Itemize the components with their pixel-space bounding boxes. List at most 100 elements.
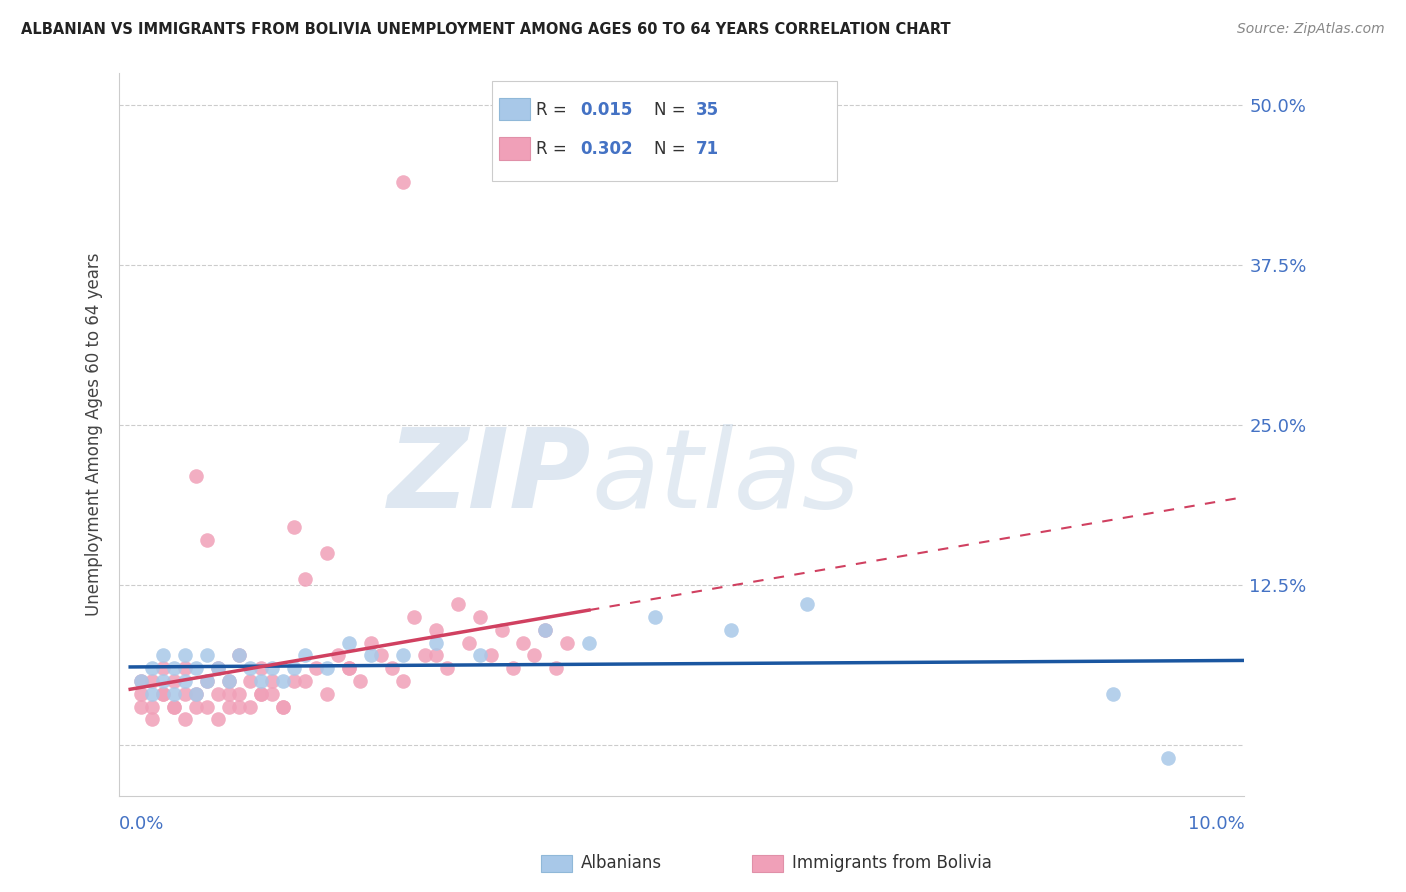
Text: Source: ZipAtlas.com: Source: ZipAtlas.com <box>1237 22 1385 37</box>
Text: 71: 71 <box>696 140 718 158</box>
Point <box>152 673 174 688</box>
Point <box>413 648 436 663</box>
Point <box>152 661 174 675</box>
Point <box>218 687 240 701</box>
Text: 0.0%: 0.0% <box>120 815 165 833</box>
Point <box>360 635 382 649</box>
Point <box>152 687 174 701</box>
Text: ZIP: ZIP <box>388 425 592 532</box>
Point <box>315 661 337 675</box>
Point <box>250 673 273 688</box>
Y-axis label: Unemployment Among Ages 60 to 64 years: Unemployment Among Ages 60 to 64 years <box>86 252 103 616</box>
Point <box>173 648 195 663</box>
Point <box>392 673 415 688</box>
Point <box>173 661 195 675</box>
Point <box>228 648 250 663</box>
Point <box>457 635 479 649</box>
Point <box>479 648 502 663</box>
Point <box>129 673 152 688</box>
Point <box>129 699 152 714</box>
Point <box>534 623 557 637</box>
Point <box>207 661 229 675</box>
Point <box>218 673 240 688</box>
Point <box>262 687 284 701</box>
Point <box>349 673 371 688</box>
Text: 0.015: 0.015 <box>581 101 633 119</box>
Point <box>271 673 294 688</box>
Point <box>305 661 328 675</box>
Point <box>184 699 207 714</box>
Point <box>141 712 163 726</box>
Text: N =: N = <box>654 101 690 119</box>
Point <box>294 648 316 663</box>
Point <box>195 648 218 663</box>
Point <box>283 673 305 688</box>
Point <box>523 648 546 663</box>
Point <box>218 673 240 688</box>
Point <box>337 661 360 675</box>
Point <box>392 175 415 189</box>
Point <box>207 661 229 675</box>
Point <box>184 469 207 483</box>
Point <box>152 648 174 663</box>
Point <box>546 661 568 675</box>
Point <box>381 661 404 675</box>
Point <box>578 635 600 649</box>
Point <box>195 673 218 688</box>
Point <box>152 687 174 701</box>
Point <box>425 623 447 637</box>
Point <box>425 648 447 663</box>
Point <box>141 673 163 688</box>
Point <box>392 648 415 663</box>
Point <box>1102 687 1125 701</box>
Point <box>796 597 818 611</box>
Point <box>512 635 534 649</box>
Point <box>404 610 426 624</box>
Point <box>239 673 262 688</box>
Point <box>195 673 218 688</box>
Point <box>447 597 470 611</box>
Point <box>502 661 524 675</box>
Point <box>163 661 186 675</box>
Point <box>129 687 152 701</box>
Point <box>436 661 458 675</box>
Text: R =: R = <box>536 101 572 119</box>
Point <box>326 648 349 663</box>
Text: Immigrants from Bolivia: Immigrants from Bolivia <box>792 855 991 872</box>
Point <box>468 648 491 663</box>
Point <box>173 687 195 701</box>
Point <box>195 533 218 548</box>
Point <box>468 610 491 624</box>
Point <box>315 546 337 560</box>
Point <box>555 635 578 649</box>
Point <box>129 673 152 688</box>
Point <box>271 699 294 714</box>
Point <box>163 673 186 688</box>
Point <box>228 687 250 701</box>
Point <box>250 687 273 701</box>
Point <box>283 520 305 534</box>
Point <box>534 623 557 637</box>
Text: 35: 35 <box>696 101 718 119</box>
Point <box>250 687 273 701</box>
Point <box>195 699 218 714</box>
Point <box>239 699 262 714</box>
Text: Albanians: Albanians <box>581 855 662 872</box>
Text: N =: N = <box>654 140 690 158</box>
Point <box>163 699 186 714</box>
Text: ALBANIAN VS IMMIGRANTS FROM BOLIVIA UNEMPLOYMENT AMONG AGES 60 TO 64 YEARS CORRE: ALBANIAN VS IMMIGRANTS FROM BOLIVIA UNEM… <box>21 22 950 37</box>
Point <box>239 661 262 675</box>
Point <box>184 661 207 675</box>
Point <box>207 712 229 726</box>
Point <box>250 661 273 675</box>
Point <box>141 687 163 701</box>
Point <box>283 661 305 675</box>
Point <box>294 673 316 688</box>
Text: atlas: atlas <box>592 425 860 532</box>
Point <box>141 699 163 714</box>
Text: 10.0%: 10.0% <box>1188 815 1244 833</box>
Text: R =: R = <box>536 140 572 158</box>
Point <box>271 699 294 714</box>
Point <box>228 648 250 663</box>
Point <box>207 687 229 701</box>
